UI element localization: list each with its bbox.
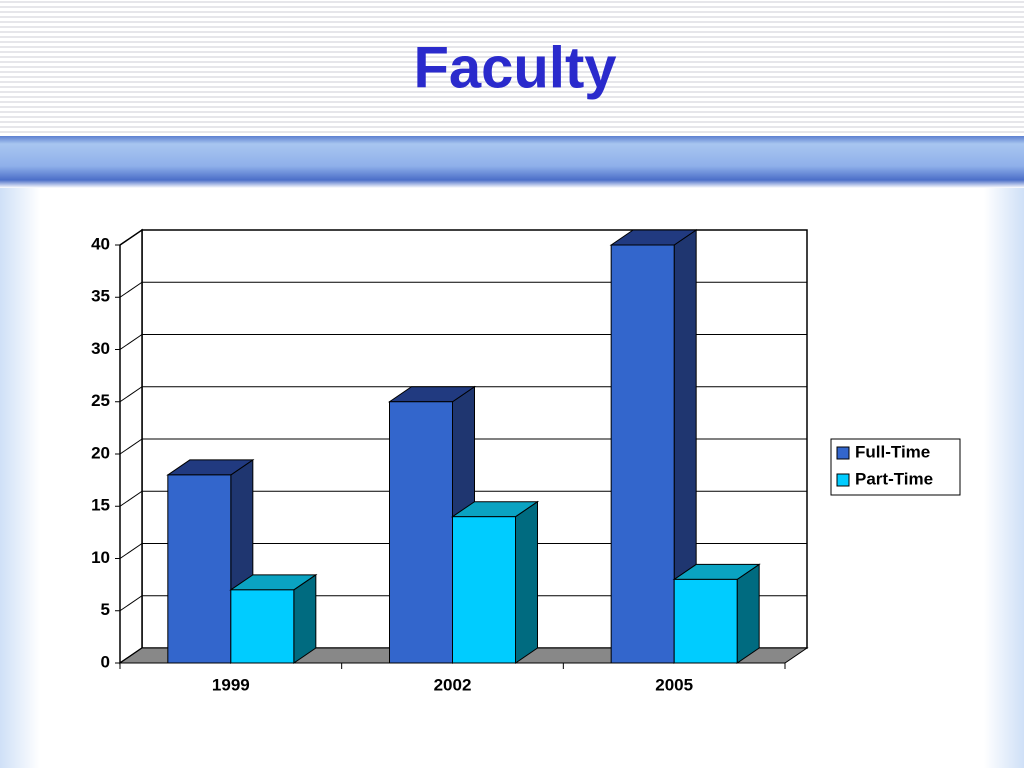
header-band	[0, 136, 1024, 188]
y-tick-label: 5	[101, 600, 110, 619]
grid-line	[119, 334, 143, 350]
y-tick-label: 40	[91, 234, 110, 253]
legend-swatch	[836, 473, 850, 487]
grid-line	[119, 647, 143, 664]
grid-line	[119, 490, 143, 507]
y-tick-label: 10	[91, 548, 110, 567]
grid-line	[119, 438, 143, 455]
bar	[610, 244, 675, 664]
y-tick-label: 0	[101, 652, 110, 671]
y-tick-label: 35	[91, 287, 110, 306]
x-tick-label: 2005	[655, 675, 693, 694]
y-tick-label: 30	[91, 339, 110, 358]
bar-side	[515, 500, 538, 664]
header-stripes	[0, 0, 1024, 136]
bar	[673, 578, 738, 664]
x-tick-label: 2002	[434, 675, 472, 694]
x-tick-label: 1999	[212, 675, 250, 694]
y-tick-label: 25	[91, 391, 110, 410]
grid-line	[119, 595, 143, 612]
legend-swatch	[836, 446, 850, 460]
bar	[389, 401, 453, 664]
legend-label: Full-Time	[855, 442, 930, 461]
grid-line	[119, 229, 143, 246]
legend-label: Part-Time	[855, 469, 933, 488]
bar-side	[736, 563, 760, 664]
grid-line	[119, 543, 143, 559]
grid-line	[119, 281, 143, 298]
bar	[167, 474, 232, 664]
legend-box	[830, 438, 961, 496]
y-tick-label: 20	[91, 443, 110, 462]
grid-line	[119, 386, 143, 403]
bar	[452, 516, 516, 664]
y-tick-label: 15	[91, 496, 110, 515]
chart-title: Faculty	[413, 35, 616, 100]
bar	[230, 589, 295, 664]
